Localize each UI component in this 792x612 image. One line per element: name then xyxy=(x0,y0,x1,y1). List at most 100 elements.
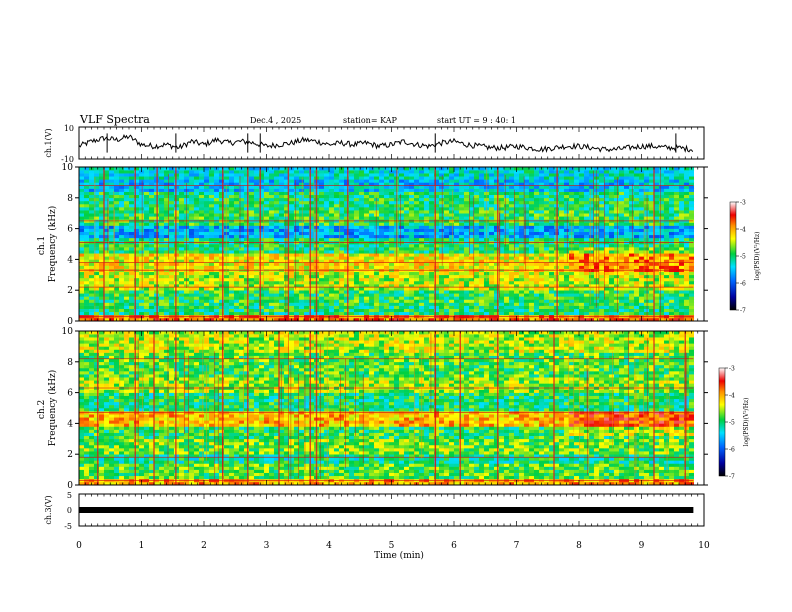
spectrogram-cell xyxy=(609,256,615,260)
spectrogram-cell xyxy=(579,253,585,257)
spectrogram-cell xyxy=(419,237,425,242)
spectrogram-cell xyxy=(359,277,365,282)
spectrogram-cell xyxy=(409,290,415,294)
spectrogram-cell xyxy=(274,280,280,285)
spectrogram-cell xyxy=(204,225,210,229)
spectrogram-cell xyxy=(659,302,665,306)
spectrogram-cell xyxy=(619,250,625,254)
spectrogram-cell xyxy=(414,265,420,269)
spectrogram-cell xyxy=(284,296,290,300)
spectrogram-cell xyxy=(409,299,415,303)
spectrogram-cell xyxy=(224,259,230,263)
spectrogram-cell xyxy=(669,277,675,282)
spectrogram-cell xyxy=(364,231,370,236)
spectrogram-cell xyxy=(479,231,485,236)
spectrogram-cell xyxy=(494,234,500,239)
spectrogram-cell xyxy=(244,259,250,263)
spectrogram-cell xyxy=(169,213,175,217)
spectrogram-cell xyxy=(399,302,405,306)
spectrogram-cell xyxy=(259,234,265,239)
spectrogram-cell xyxy=(239,284,245,288)
spectrogram-cell xyxy=(344,225,350,229)
spectrogram-cell xyxy=(654,203,660,208)
spectrogram-cell xyxy=(469,274,475,279)
spectrogram-cell xyxy=(609,302,615,306)
spectrogram-cell xyxy=(594,290,600,294)
spectrogram-cell xyxy=(144,317,150,322)
spectrogram-cell xyxy=(304,277,310,282)
spectrogram-cell xyxy=(369,308,375,313)
spectrogram-cell xyxy=(134,234,140,239)
spectrogram-cell xyxy=(549,299,555,303)
spectrogram-cell xyxy=(694,256,700,260)
spectrogram-cell xyxy=(344,228,350,232)
spectrogram-cell xyxy=(324,280,330,285)
spectrogram-cell xyxy=(304,234,310,239)
spectrogram-cell xyxy=(174,256,180,260)
spectrogram-cell xyxy=(354,265,360,269)
spectrogram-cell xyxy=(84,277,90,282)
spectrogram-cell xyxy=(604,253,610,257)
spectrogram-cell xyxy=(419,231,425,236)
spectrogram-cell xyxy=(419,311,425,316)
spectrogram-cell xyxy=(589,234,595,239)
spectrogram-cell xyxy=(234,228,240,232)
spectrogram-cell xyxy=(299,271,305,276)
spectrogram-cell xyxy=(304,274,310,279)
spectrogram-cell xyxy=(409,256,415,260)
spectrogram-cell xyxy=(504,222,510,226)
spectrogram-cell xyxy=(334,296,340,300)
spectrogram-cell xyxy=(264,237,270,242)
spectrogram-cell xyxy=(574,250,580,254)
spectrogram-cell xyxy=(414,293,420,297)
spectrogram-cell xyxy=(84,265,90,269)
spectrogram-cell xyxy=(249,213,255,217)
spectrogram-cell xyxy=(234,284,240,288)
spectrogram-cell xyxy=(194,293,200,297)
spectrogram-cell xyxy=(179,231,185,236)
spectrogram-cell xyxy=(684,213,690,217)
spectrogram-cell xyxy=(129,280,135,285)
spectrogram-cell xyxy=(234,280,240,285)
spectrogram-cell xyxy=(109,203,115,208)
spectrogram-cell xyxy=(339,287,345,291)
spectrogram-cell xyxy=(114,216,120,220)
spectrogram-cell xyxy=(394,280,400,285)
spectrogram-cell xyxy=(689,293,695,297)
spectrogram-cell xyxy=(234,210,240,214)
spectrogram-cell xyxy=(104,262,110,266)
spectrogram-cell xyxy=(469,250,475,254)
spectrogram-cell xyxy=(399,293,405,297)
spectrogram-cell xyxy=(124,234,130,239)
spectrogram-cell xyxy=(504,299,510,303)
spectrogram-cell xyxy=(119,237,125,242)
spectrogram-cell xyxy=(464,287,470,291)
spectrogram-cell xyxy=(94,317,100,322)
spectrogram-cell xyxy=(349,311,355,316)
spectrogram-cell xyxy=(79,250,85,254)
spectrogram-cell xyxy=(484,317,490,322)
spectrogram-cell xyxy=(164,274,170,279)
spectrogram-cell xyxy=(259,200,265,205)
spectrogram-cell xyxy=(249,210,255,214)
spectrogram-cell xyxy=(254,234,260,239)
spectrogram-cell xyxy=(634,247,640,251)
spectrogram-cell xyxy=(219,256,225,260)
spectrogram-cell xyxy=(194,290,200,294)
spectrogram-cell xyxy=(289,231,295,236)
spectrogram-cell xyxy=(414,207,420,211)
spectrogram-cell xyxy=(499,237,505,242)
spectrogram-cell xyxy=(574,284,580,288)
spectrogram-cell xyxy=(399,222,405,226)
spectrogram-cell xyxy=(614,290,620,294)
spectrogram-cell xyxy=(324,197,330,202)
spectrogram-cell xyxy=(384,256,390,260)
spectrogram-cell xyxy=(604,259,610,263)
spectrogram-cell xyxy=(529,228,535,232)
spectrogram-cell xyxy=(434,293,440,297)
spectrogram-cell xyxy=(404,250,410,254)
spectrogram-cell xyxy=(144,271,150,276)
spectrogram-cell xyxy=(244,308,250,313)
spectrogram-cell xyxy=(694,280,700,285)
spectrogram-cell xyxy=(454,234,460,239)
